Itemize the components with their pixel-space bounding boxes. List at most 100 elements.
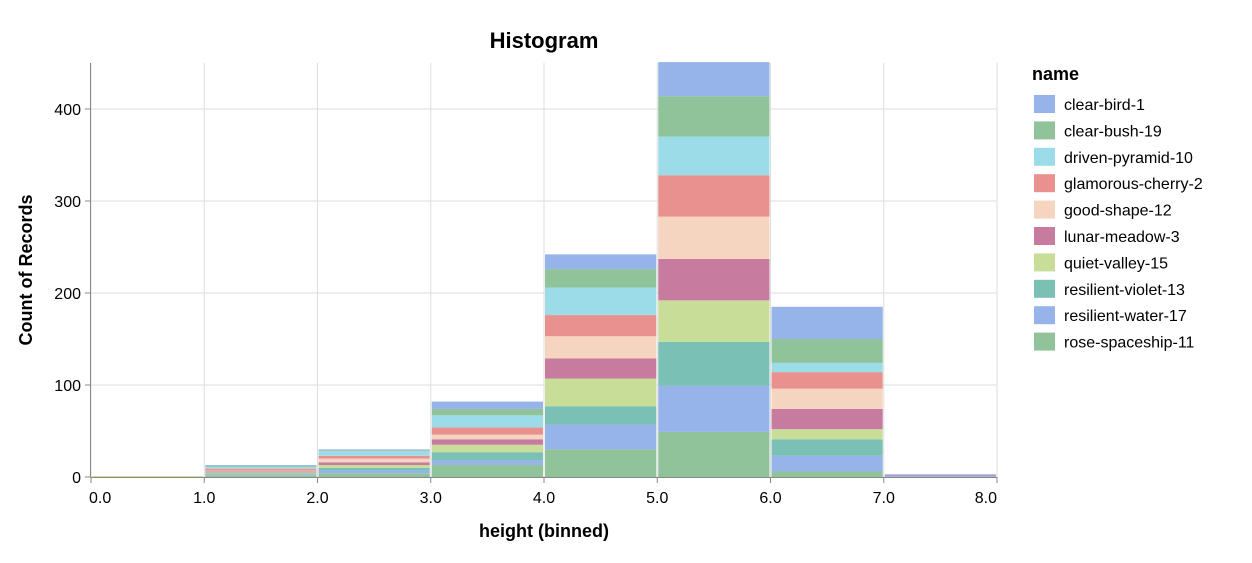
y-tick-label: 100 (54, 378, 81, 395)
x-tick-label: 5.0 (646, 490, 668, 507)
bar-segment-quiet-valley-15 (205, 472, 317, 474)
bar-segment-glamorous-cherry-2 (431, 427, 543, 435)
bar-segment-good-shape-12 (658, 216, 770, 259)
legend-swatch (1034, 121, 1055, 140)
bar-segment-lunar-meadow-3 (205, 471, 317, 473)
bar-segment-lunar-meadow-3 (771, 408, 883, 430)
bar-segment-clear-bird-1 (431, 401, 543, 409)
bar-segment-rose-spaceship-11 (545, 449, 657, 477)
bar-segment-lunar-meadow-3 (318, 462, 430, 466)
legend-label: clear-bird-1 (1064, 97, 1145, 114)
bar-segment-resilient-violet-13 (658, 341, 770, 386)
bar-segment-resilient-water-17 (771, 455, 883, 472)
bar-segment-resilient-violet-13 (431, 452, 543, 461)
bar-segment-quiet-valley-15 (771, 429, 883, 440)
bar-segment-resilient-violet-13 (545, 406, 657, 425)
legend-item: driven-pyramid-10 (1034, 147, 1193, 167)
bar-segment-resilient-violet-13 (771, 439, 883, 456)
bar-segment-driven-pyramid-10 (771, 362, 883, 373)
y-tick-label: 300 (54, 194, 81, 211)
x-tick-label: 4.0 (533, 490, 555, 507)
bar-segment-clear-bush-19 (545, 269, 657, 288)
legend-label: driven-pyramid-10 (1064, 150, 1193, 167)
bar-segment-quiet-valley-15 (431, 444, 543, 453)
bar-segment-clear-bird-1 (771, 306, 883, 339)
bar-segment-clear-bird-1 (318, 449, 430, 451)
bar-segment-clear-bush-19 (205, 465, 317, 467)
bar-segment-glamorous-cherry-2 (658, 175, 770, 217)
bar-segment-clear-bush-19 (658, 96, 770, 137)
y-tick-label: 400 (54, 102, 81, 119)
legend-item: quiet-valley-15 (1034, 253, 1168, 272)
x-tick-label: 2.0 (306, 490, 328, 507)
legend-label: glamorous-cherry-2 (1064, 176, 1203, 193)
legend-swatch (1034, 227, 1055, 245)
legend-swatch (1034, 200, 1055, 219)
bar-segment-rose-spaceship-11 (658, 431, 770, 477)
legend-swatch (1034, 279, 1055, 298)
legend-swatch (1034, 174, 1055, 193)
legend-title: name (1032, 64, 1079, 84)
legend-label: rose-spaceship-11 (1064, 335, 1195, 352)
bar-segment-clear-bird-1 (205, 465, 317, 466)
legend-item: glamorous-cherry-2 (1034, 174, 1203, 193)
legend-label: clear-bush-19 (1064, 123, 1162, 140)
bar-segment-clear-bush-19 (771, 339, 883, 363)
bar-segment-resilient-water-17 (431, 460, 543, 466)
x-tick-label: 1.0 (193, 490, 215, 507)
legend-item: lunar-meadow-3 (1034, 227, 1180, 246)
bar-segment-clear-bush-19 (318, 450, 430, 452)
legend-label: quiet-valley-15 (1064, 255, 1168, 272)
legend: clear-bird-1 clear-bush-19 driven-pyramid-… (1034, 95, 1203, 352)
bar-segment-resilient-water-17 (318, 470, 430, 474)
legend-swatch (1034, 147, 1055, 166)
bar-segment-glamorous-cherry-2 (205, 468, 317, 471)
legend-label: good-shape-12 (1064, 203, 1172, 220)
legend-swatch (1034, 253, 1055, 272)
x-axis-label: height (binned) (479, 521, 609, 541)
chart-title: Histogram (490, 28, 599, 53)
y-axis-label: Count of Records (16, 195, 36, 346)
legend-swatch (1034, 332, 1055, 351)
legend-item: clear-bird-1 (1034, 95, 1145, 114)
legend-label: lunar-meadow-3 (1064, 229, 1180, 246)
y-tick-label: 0 (72, 470, 81, 487)
bar-segment-good-shape-12 (205, 470, 317, 472)
bar-segment-good-shape-12 (545, 336, 657, 359)
bar-segment-driven-pyramid-10 (658, 136, 770, 176)
legend-label: resilient-water-17 (1064, 308, 1187, 325)
bar-segment-resilient-water-17 (205, 474, 317, 476)
bar-segment-glamorous-cherry-2 (545, 315, 657, 337)
legend-swatch (1034, 95, 1055, 113)
x-tick-label: 6.0 (759, 490, 781, 507)
bar-segment-clear-bush-19 (431, 408, 543, 416)
bar-segment-resilient-violet-13 (318, 467, 430, 471)
bar-segment-rose-spaceship-11 (318, 473, 430, 477)
bar-segment-driven-pyramid-10 (318, 451, 430, 456)
axes: 0.0 1.0 2.0 3.0 4.0 5.0 6.0 7.0 8.0 0 100 200 300 400 (54, 63, 998, 507)
bar-segment-quiet-valley-15 (545, 378, 657, 407)
bar-segment-quiet-valley-15 (92, 476, 204, 477)
bar-segment-clear-bird-1 (545, 254, 657, 270)
legend-item: clear-bush-19 (1034, 121, 1162, 140)
bar-segment-resilient-water-17 (658, 385, 770, 432)
bar-segment-lunar-meadow-3 (658, 258, 770, 301)
bar-segment-driven-pyramid-10 (205, 466, 317, 469)
legend-item: resilient-water-17 (1034, 306, 1187, 325)
x-tick-label: 7.0 (873, 490, 895, 507)
bar-segment-good-shape-12 (431, 434, 543, 440)
bars (92, 62, 996, 477)
bar-segment-resilient-water-17 (545, 424, 657, 450)
bar-segment-glamorous-cherry-2 (771, 372, 883, 389)
bar-segment-driven-pyramid-10 (545, 287, 657, 316)
x-tick-label: 3.0 (420, 490, 442, 507)
bar-segment-lunar-meadow-3 (545, 358, 657, 379)
bar-segment-glamorous-cherry-2 (318, 455, 430, 459)
bar-segment-resilient-violet-13 (205, 473, 317, 475)
x-tick-label: 8.0 (975, 490, 997, 507)
bar-segment-good-shape-12 (318, 458, 430, 463)
bar-segment-rose-spaceship-11 (205, 475, 317, 477)
bar-segment-lunar-meadow-3 (431, 439, 543, 445)
bar-segment-clear-bird-1 (658, 62, 770, 97)
